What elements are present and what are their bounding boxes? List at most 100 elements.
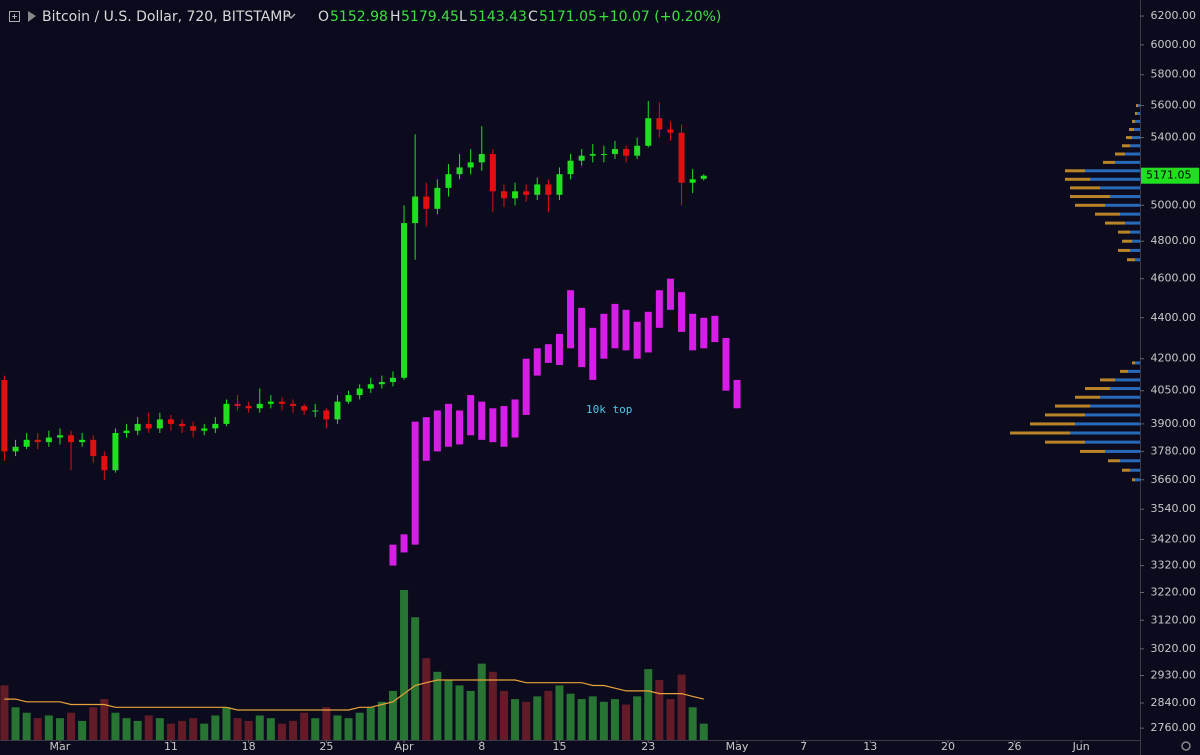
volume-ma-line	[4, 679, 704, 711]
y-tick-label: 4800.00	[1151, 234, 1197, 247]
profile-down-bar	[1122, 239, 1132, 243]
profile-up-bar	[1132, 136, 1140, 140]
candle-body	[56, 435, 63, 438]
volume-bar	[533, 696, 542, 740]
y-tick-label: 4200.00	[1151, 352, 1197, 365]
x-tick-label: 8	[478, 740, 485, 753]
overlay-bar	[689, 313, 697, 351]
candle-body	[700, 175, 707, 179]
candle-body	[68, 435, 75, 443]
overlay-bar	[467, 395, 475, 436]
x-tick-label: Jun	[1072, 740, 1090, 753]
candle-body	[667, 129, 674, 133]
candle-body	[23, 439, 30, 447]
settings-icon[interactable]	[1181, 741, 1191, 751]
profile-up-bar	[1135, 478, 1140, 482]
x-tick-label: 15	[552, 740, 566, 753]
volume-bar	[311, 718, 320, 740]
y-tick-label: 3420.00	[1151, 532, 1197, 545]
y-tick-label: 5400.00	[1151, 131, 1197, 144]
profile-up-bar	[1085, 413, 1140, 417]
candle-body	[645, 118, 652, 146]
volume-bar	[666, 699, 675, 740]
volume-bar	[222, 707, 231, 740]
volume-bar	[189, 718, 198, 740]
profile-down-bar	[1132, 119, 1135, 123]
profile-up-bar	[1138, 104, 1140, 108]
ohlc-value: 5179.45	[401, 9, 459, 25]
volume-bar	[33, 718, 42, 740]
x-tick-label: 7	[800, 740, 807, 753]
profile-up-bar	[1120, 459, 1140, 463]
volume-bar	[599, 701, 608, 740]
candle-body	[489, 154, 496, 192]
profile-down-bar	[1045, 440, 1085, 444]
profile-up-bar	[1137, 111, 1140, 115]
profile-up-bar	[1110, 195, 1140, 199]
profile-down-bar	[1108, 459, 1120, 463]
y-tick-label: 3540.00	[1151, 502, 1197, 515]
candle-body	[312, 410, 319, 412]
profile-down-bar	[1075, 395, 1100, 399]
y-tick-label: 3120.00	[1151, 613, 1197, 626]
profile-up-bar	[1110, 387, 1140, 391]
volume-bar	[333, 715, 342, 740]
candle-body	[256, 403, 263, 409]
volume-bar	[122, 718, 131, 740]
volume-bar	[511, 699, 520, 740]
candle-body	[678, 132, 685, 183]
candle-body	[290, 403, 297, 407]
volume-bar	[499, 690, 508, 740]
candle-body	[234, 403, 241, 407]
profile-up-bar	[1130, 230, 1140, 234]
overlay-bar	[489, 408, 497, 443]
candle-body	[356, 388, 363, 396]
x-tick-label: 25	[319, 740, 333, 753]
x-tick-label: 26	[1008, 740, 1022, 753]
profile-down-bar	[1095, 212, 1120, 216]
dropdown-chevron[interactable]	[286, 13, 296, 20]
candle-body	[600, 154, 607, 156]
volume-bar	[44, 715, 53, 740]
volume-bar	[388, 690, 397, 740]
candle-body	[378, 382, 385, 385]
profile-up-bar	[1105, 203, 1140, 207]
overlay-bar	[400, 534, 408, 553]
candle-body	[512, 191, 519, 199]
profile-down-bar	[1135, 111, 1137, 115]
volume-bar	[144, 715, 153, 740]
candle-body	[1, 379, 8, 452]
y-tick-label: 6000.00	[1151, 38, 1197, 51]
overlay-bar	[655, 290, 663, 328]
profile-down-bar	[1129, 127, 1134, 131]
volume-bar	[555, 685, 564, 740]
candle-body	[179, 423, 186, 427]
profile-down-bar	[1132, 478, 1135, 482]
overlay-bar	[711, 315, 719, 343]
candle-body	[434, 187, 441, 209]
candle-body	[567, 160, 574, 175]
volume-bar	[100, 699, 109, 740]
volume-bar	[588, 696, 597, 740]
profile-down-bar	[1120, 369, 1128, 373]
volume-bar	[344, 718, 353, 740]
candle-body	[334, 401, 341, 420]
volume-bar	[67, 712, 76, 740]
expand-icon[interactable]	[9, 11, 20, 22]
overlay-bar	[733, 379, 741, 409]
volume-bar	[133, 720, 142, 740]
volume-bar	[366, 707, 375, 740]
x-tick-label: 18	[242, 740, 256, 753]
volume-bar	[644, 669, 653, 740]
y-tick-label: 4400.00	[1151, 311, 1197, 324]
plot-area	[0, 100, 1140, 740]
candle-body	[212, 423, 219, 429]
candle-body	[401, 223, 408, 378]
profile-up-bar	[1115, 160, 1140, 164]
ohlc-letter: C	[528, 9, 538, 25]
candle-body	[156, 419, 163, 429]
y-tick-label: 2840.00	[1151, 696, 1197, 709]
